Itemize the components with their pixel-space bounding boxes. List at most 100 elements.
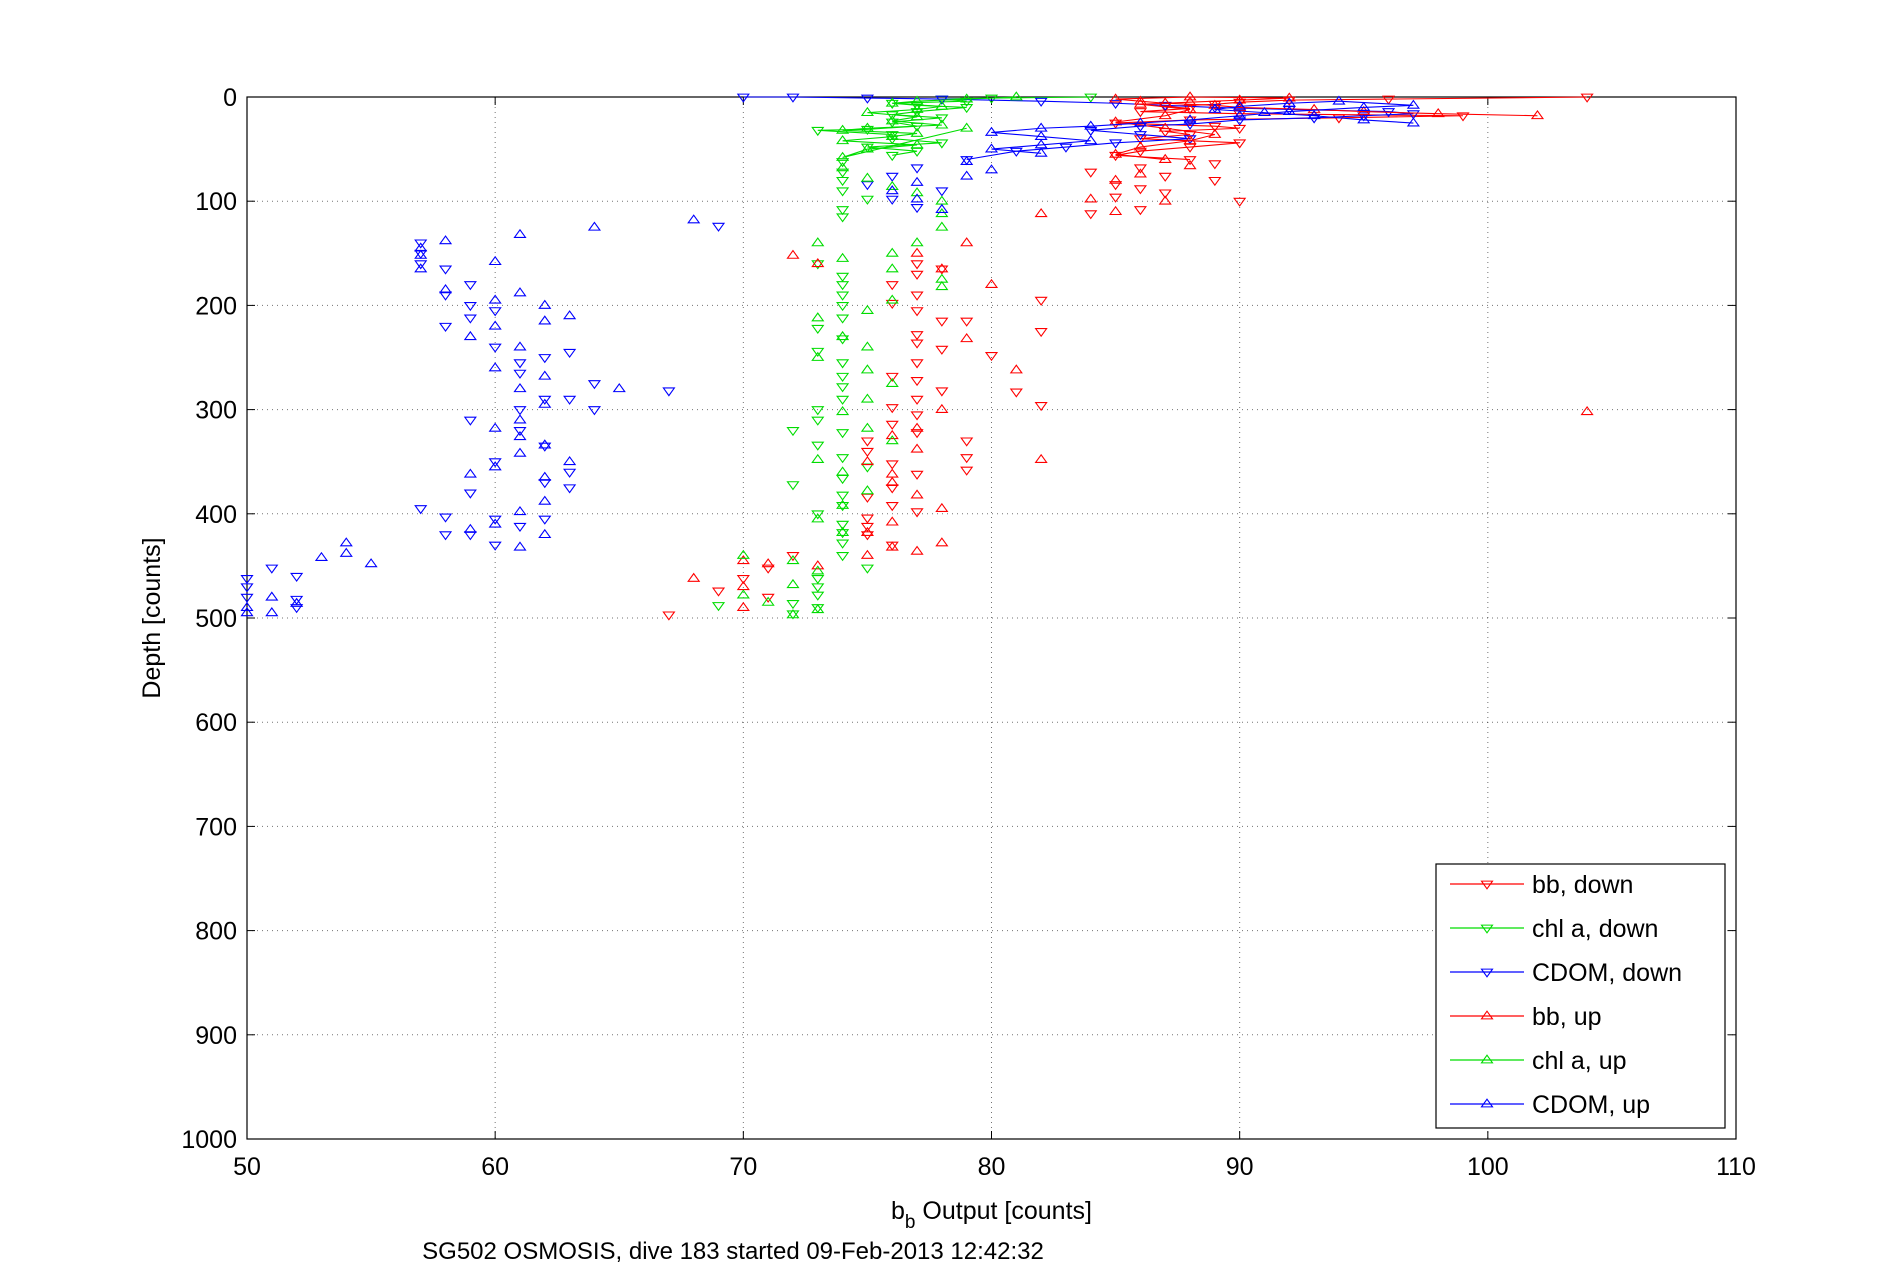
data-point xyxy=(935,387,949,397)
data-point xyxy=(1034,296,1048,306)
x-tick-label: 60 xyxy=(481,1153,509,1181)
axis-ticks: 50 60 70 80 90 100 110 0 100 200 300 400 500 600 700 80… xyxy=(181,84,1756,1181)
data-point xyxy=(1133,135,1147,145)
data-point xyxy=(488,461,502,471)
data-point xyxy=(885,299,899,310)
data-point xyxy=(1208,128,1222,138)
data-point xyxy=(984,126,999,136)
data-point xyxy=(513,359,527,369)
data-point xyxy=(836,168,850,178)
data-point xyxy=(488,294,502,304)
data-point xyxy=(414,249,428,259)
data-point xyxy=(662,611,676,621)
legend-marker xyxy=(1480,968,1494,978)
data-point xyxy=(836,502,850,512)
data-point xyxy=(1233,94,1247,104)
data-point xyxy=(910,422,924,432)
data-point xyxy=(786,93,800,103)
data-point xyxy=(836,466,850,476)
data-point xyxy=(836,158,850,168)
data-point xyxy=(538,370,552,380)
data-point xyxy=(1332,114,1346,124)
y-tick-label: 300 xyxy=(195,397,237,425)
data-point xyxy=(910,260,924,270)
data-point xyxy=(811,560,825,570)
x-tick-label: 50 xyxy=(233,1153,261,1181)
data-point xyxy=(935,263,949,273)
data-point xyxy=(513,447,527,457)
data-point xyxy=(761,596,775,606)
y-tick-label: 0 xyxy=(223,84,237,112)
data-point xyxy=(1133,164,1147,174)
data-point xyxy=(885,435,899,445)
data-point xyxy=(438,513,453,523)
data-point xyxy=(438,235,453,245)
data-point xyxy=(811,126,825,137)
data-point xyxy=(538,528,552,539)
data-point xyxy=(860,94,874,104)
data-point xyxy=(513,541,527,551)
data-point xyxy=(910,411,924,421)
data-point xyxy=(984,94,999,104)
data-point xyxy=(711,602,726,612)
data-point xyxy=(761,558,775,568)
data-point xyxy=(960,466,974,476)
data-point xyxy=(910,545,924,555)
data-point xyxy=(811,603,825,614)
data-point xyxy=(836,187,850,197)
series-4 xyxy=(736,91,1023,619)
data-point xyxy=(563,484,577,494)
data-point xyxy=(860,514,874,524)
data-point xyxy=(960,437,974,447)
data-point xyxy=(910,237,924,247)
data-point xyxy=(836,383,850,393)
data-point xyxy=(711,222,726,232)
data-point xyxy=(1084,193,1098,203)
data-point xyxy=(960,93,974,103)
data-point xyxy=(587,221,602,231)
data-point xyxy=(1208,160,1222,170)
data-point xyxy=(811,237,825,247)
data-point xyxy=(885,294,899,304)
legend-marker xyxy=(1480,1010,1494,1020)
data-point xyxy=(860,341,874,351)
data-point xyxy=(513,287,527,297)
data-point xyxy=(786,249,800,259)
data-point xyxy=(1133,131,1147,141)
data-point xyxy=(910,359,924,369)
data-point xyxy=(935,317,949,327)
data-point xyxy=(1357,114,1371,124)
data-point xyxy=(885,263,899,273)
data-point xyxy=(438,531,453,541)
data-point xyxy=(885,180,899,191)
data-point xyxy=(811,351,825,361)
data-point xyxy=(910,443,924,453)
data-point xyxy=(836,314,850,324)
legend-label: bb, down xyxy=(1532,871,1633,899)
data-point xyxy=(1332,95,1346,105)
legend-label: chl a, down xyxy=(1532,915,1658,943)
data-point xyxy=(538,515,552,525)
data-point xyxy=(414,263,428,273)
data-point xyxy=(414,260,428,270)
data-point xyxy=(736,601,750,612)
data-point xyxy=(960,170,974,180)
data-point xyxy=(1109,151,1123,162)
data-point xyxy=(488,343,502,353)
data-point xyxy=(960,122,974,132)
data-point xyxy=(736,93,750,103)
data-point xyxy=(240,607,254,617)
data-point xyxy=(836,162,850,172)
data-point xyxy=(1158,189,1172,199)
data-point xyxy=(1059,143,1073,153)
data-point xyxy=(836,491,850,501)
data-point xyxy=(860,455,874,466)
data-point xyxy=(984,143,999,153)
data-point xyxy=(935,537,949,547)
data-point xyxy=(1084,120,1098,130)
data-point xyxy=(463,523,477,533)
data-point xyxy=(1034,207,1048,218)
data-point xyxy=(463,301,477,312)
data-point xyxy=(265,591,279,601)
data-point xyxy=(1158,122,1172,132)
